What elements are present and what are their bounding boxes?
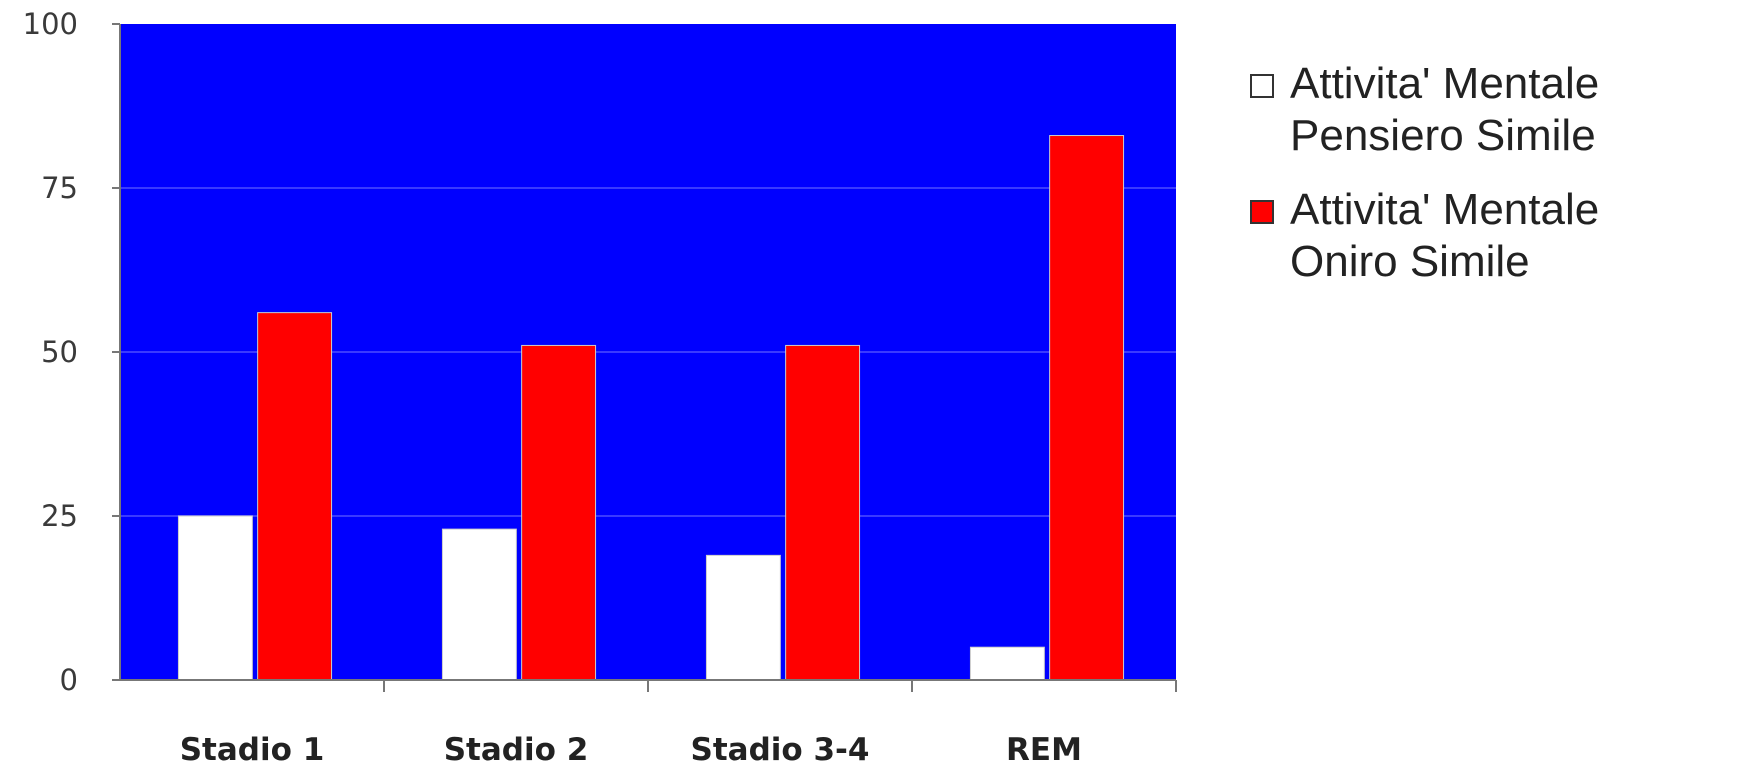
bar-series-2-stadio-3-4 bbox=[785, 344, 861, 681]
bar-series-1-stadio-2 bbox=[441, 528, 517, 681]
y-tick-label: 50 bbox=[41, 335, 78, 369]
legend-label-series-1: Attivita' Mentale Pensiero Simile bbox=[1290, 59, 1600, 160]
bar-series-1-rem bbox=[969, 646, 1045, 681]
bar-series-2-stadio-2 bbox=[521, 344, 597, 681]
legend-item-series-2: Attivita' Mentale Oniro Simile bbox=[1250, 184, 1740, 288]
y-tick-label: 25 bbox=[41, 499, 78, 533]
x-tick-label: REM bbox=[1006, 732, 1082, 768]
x-tick-label: Stadio 2 bbox=[444, 732, 589, 768]
bar-series-1-stadio-3-4 bbox=[705, 554, 781, 681]
x-tick-label: Stadio 1 bbox=[180, 732, 325, 768]
legend-item-series-1: Attivita' Mentale Pensiero Simile bbox=[1250, 58, 1740, 162]
y-tick-label: 100 bbox=[23, 7, 78, 41]
bar-series-2-rem bbox=[1049, 135, 1125, 681]
bar-series-2-stadio-1 bbox=[257, 312, 333, 681]
legend: Attivita' Mentale Pensiero Simile Attivi… bbox=[1250, 58, 1740, 310]
y-tick-label: 0 bbox=[60, 663, 78, 697]
legend-swatch-series-2 bbox=[1250, 200, 1274, 224]
legend-swatch-series-1 bbox=[1250, 74, 1274, 98]
y-tick-label: 75 bbox=[41, 171, 78, 205]
bar-series-1-stadio-1 bbox=[177, 515, 253, 681]
legend-label-series-2: Attivita' Mentale Oniro Simile bbox=[1290, 185, 1600, 286]
x-tick-label: Stadio 3-4 bbox=[691, 732, 870, 768]
